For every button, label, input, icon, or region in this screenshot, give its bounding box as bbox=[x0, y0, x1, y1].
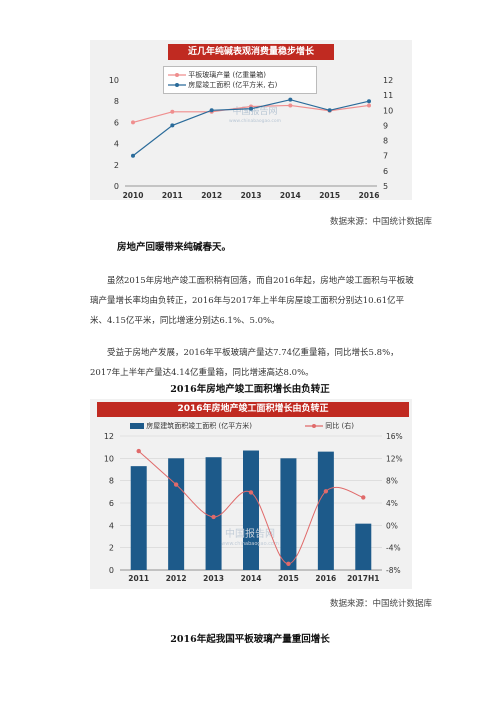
watermark-url: www.chinabaogao.com bbox=[229, 118, 281, 124]
chart1-plot: 0 2 4 6 8 10 5 6 7 8 9 10 11 12 2010 2011 2012 2013 2014 20… bbox=[109, 76, 393, 200]
data-point bbox=[209, 108, 214, 113]
y-right-tick-label: 11 bbox=[383, 91, 393, 100]
bar bbox=[317, 451, 334, 570]
x-tick-label: 2010 bbox=[123, 191, 144, 200]
y-left-tick-label: 2 bbox=[114, 161, 119, 170]
line-with-dot-swatch-icon bbox=[168, 83, 186, 87]
yoy-data-point bbox=[211, 514, 216, 520]
bar bbox=[205, 457, 222, 570]
y-right-tick-label: 4% bbox=[386, 499, 398, 508]
legend-label: 同比 (右) bbox=[325, 422, 354, 430]
yoy-data-point bbox=[361, 495, 366, 500]
yoy-data-point bbox=[136, 448, 141, 454]
x-tick-label: 2014 bbox=[241, 574, 262, 583]
data-point bbox=[367, 99, 371, 104]
watermark-url: www.chinabaogao.com bbox=[221, 541, 279, 547]
x-tick-label: 2013 bbox=[203, 574, 224, 583]
x-tick-label: 2012 bbox=[201, 191, 222, 200]
y-right-tick-label: 8% bbox=[386, 477, 398, 486]
chart2-plot: 0 2 4 6 8 10 12 -8% -4% 0% 4% 8% 12% 16% 2011 2012 2013 2… bbox=[104, 432, 403, 583]
data-point bbox=[288, 103, 293, 108]
y-left-tick-label: 8 bbox=[109, 477, 114, 486]
bar bbox=[355, 523, 372, 570]
data-point bbox=[249, 106, 253, 111]
x-tick-label: 2017H1 bbox=[347, 574, 379, 583]
chart1-legend: 平板玻璃产量 (亿重量箱) 房屋竣工面积 (亿平方米, 右) bbox=[163, 66, 317, 94]
section-heading-glass: 2016年起我国平板玻璃产量重回增长 bbox=[170, 634, 330, 645]
data-point bbox=[327, 108, 332, 113]
y-left-tick-label: 2 bbox=[109, 544, 114, 553]
y-right-tick-label: 5 bbox=[383, 182, 388, 191]
data-point bbox=[367, 103, 371, 108]
y-left-tick-label: 6 bbox=[109, 499, 114, 508]
y-left-tick-label: 6 bbox=[114, 118, 119, 127]
bar-swatch-icon bbox=[130, 423, 144, 429]
chart2-banner: 2016年房地产竣工面积增长由负转正 bbox=[97, 402, 409, 417]
legend-item-glass-output: 平板玻璃产量 (亿重量箱) bbox=[168, 70, 266, 80]
y-left-tick-label: 0 bbox=[114, 182, 119, 191]
x-tick-label: 2011 bbox=[128, 574, 149, 583]
y-left-tick-label: 0 bbox=[109, 566, 114, 575]
x-tick-label: 2014 bbox=[280, 191, 301, 200]
bar bbox=[130, 466, 147, 570]
y-left-tick-label: 4 bbox=[109, 521, 114, 530]
chart1-banner: 近几年纯碱表观消费量稳步增长 bbox=[168, 44, 334, 60]
y-left-tick-label: 4 bbox=[114, 140, 119, 149]
source-note-2: 数据来源：中国统计数据库 bbox=[330, 599, 433, 609]
bar bbox=[280, 458, 297, 570]
legend-label: 平板玻璃产量 (亿重量箱) bbox=[188, 71, 266, 79]
yoy-data-point bbox=[323, 489, 329, 494]
y-left-tick-label: 10 bbox=[104, 454, 114, 463]
legend-item-completed-area-bars: 房屋建筑面积竣工面积 (亿平方米) bbox=[130, 421, 252, 431]
y-right-tick-label: 7 bbox=[383, 152, 388, 161]
legend-item-yoy-line: 同比 (右) bbox=[305, 421, 354, 431]
data-point bbox=[131, 120, 135, 125]
y-right-tick-label: 10 bbox=[383, 106, 393, 115]
bar bbox=[168, 458, 185, 570]
x-tick-label: 2016 bbox=[359, 191, 380, 200]
data-point bbox=[131, 153, 135, 158]
line-with-dot-swatch-icon bbox=[168, 73, 186, 77]
paragraph-completed-area: 虽然2015年房地产竣工面积稍有回落，而自2016年起，房地产竣工面积与平板玻璃… bbox=[90, 276, 414, 326]
x-tick-label: 2015 bbox=[278, 574, 299, 583]
data-point bbox=[170, 123, 175, 128]
data-point bbox=[170, 109, 175, 114]
y-right-tick-label: -4% bbox=[386, 544, 401, 553]
line-with-dot-swatch-icon bbox=[305, 424, 323, 428]
y-left-tick-label: 8 bbox=[114, 97, 119, 106]
source-note-1: 数据来源：中国统计数据库 bbox=[330, 217, 433, 227]
section-heading-recovery: 房地产回暖带来纯碱春天。 bbox=[117, 242, 232, 253]
section-heading-chart2: 2016年房地产竣工面积增长由负转正 bbox=[170, 384, 330, 395]
y-right-tick-label: 0% bbox=[386, 521, 398, 530]
yoy-data-point bbox=[248, 490, 254, 495]
y-right-tick-label: 6 bbox=[383, 167, 388, 176]
x-tick-label: 2015 bbox=[319, 191, 340, 200]
yoy-data-point bbox=[173, 482, 179, 487]
paragraph-glass-output: 受益于房地产发展，2016年平板玻璃产量达7.74亿重量箱，同比增长5.8%，2… bbox=[90, 348, 399, 378]
y-right-tick-label: 9 bbox=[383, 121, 388, 130]
y-right-tick-label: -8% bbox=[386, 566, 401, 575]
yoy-data-point bbox=[286, 561, 291, 567]
y-right-tick-label: 12 bbox=[383, 76, 393, 85]
data-point bbox=[288, 97, 293, 102]
y-right-tick-label: 16% bbox=[386, 432, 403, 441]
x-tick-label: 2012 bbox=[166, 574, 187, 583]
y-left-tick-label: 10 bbox=[109, 76, 119, 85]
bar bbox=[243, 450, 259, 570]
watermark-text: 中国报告网 bbox=[225, 527, 275, 540]
x-tick-label: 2011 bbox=[162, 191, 183, 200]
y-right-tick-label: 8 bbox=[383, 137, 388, 146]
y-right-tick-label: 12% bbox=[386, 454, 403, 463]
x-tick-label: 2013 bbox=[241, 191, 262, 200]
y-left-tick-label: 12 bbox=[104, 432, 114, 441]
legend-label: 房屋建筑面积竣工面积 (亿平方米) bbox=[146, 422, 252, 430]
x-tick-label: 2016 bbox=[315, 574, 336, 583]
chart2-legend: 房屋建筑面积竣工面积 (亿平方米) 同比 (右) bbox=[130, 420, 388, 432]
legend-item-completed-area: 房屋竣工面积 (亿平方米, 右) bbox=[168, 80, 277, 90]
legend-label: 房屋竣工面积 (亿平方米, 右) bbox=[188, 81, 278, 89]
